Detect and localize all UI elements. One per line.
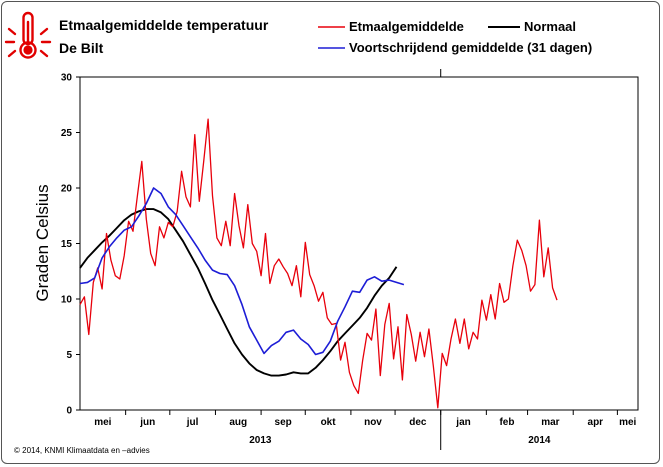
y-tick-label: 0 [66,406,72,417]
y-tick-label: 20 [61,184,73,195]
x-tick-label: okt [321,417,337,428]
x-tick-label: aug [229,417,247,428]
x-tick-label: mar [541,417,559,428]
x-year-label: 2013 [249,435,272,446]
plot-border [79,76,639,411]
y-tick-label: 10 [61,295,73,306]
x-tick-label: sep [275,417,292,428]
y-tick-label: 30 [61,73,73,84]
thermometer-icon [4,11,52,59]
x-tick-label: feb [499,417,514,428]
x-tick-label: dec [409,417,427,428]
plot-area: 0 5 10 15 20 25 30 mei jun jul aug sep okt nov dec jan f… [61,69,639,450]
series-daily-line [79,118,558,409]
x-tick-label: mei [94,417,111,428]
x-tick-label: jun [139,417,155,428]
x-tick-label: jan [455,417,470,428]
legend-label-normal: Normaal [524,19,576,34]
x-tick-label: nov [364,417,382,428]
legend-label-daily: Etmaalgemiddelde [349,19,464,34]
x-tick-label: mei [619,417,636,428]
x-tick-label: jul [186,417,199,428]
legend-label-running: Voortschrijdend gemiddelde (31 dagen) [349,40,592,55]
series-normal-line [79,208,398,377]
y-tick-label: 5 [66,350,72,361]
footer-credit: © 2014, KNMI Klimaatdata en –advies [14,446,150,455]
y-axis-label: Graden Celsius [33,184,52,301]
x-tick-label: apr [588,417,604,428]
y-tick-label: 15 [61,239,73,250]
x-year-label: 2014 [528,435,551,446]
y-tick-label: 25 [61,128,73,139]
chart-subtitle: De Bilt [59,40,104,56]
legend: Etmaalgemiddelde Normaal Voortschrijdend… [318,19,592,55]
series-running-mean-line [79,187,405,356]
chart-title: Etmaalgemiddelde temperatuur [59,17,269,33]
